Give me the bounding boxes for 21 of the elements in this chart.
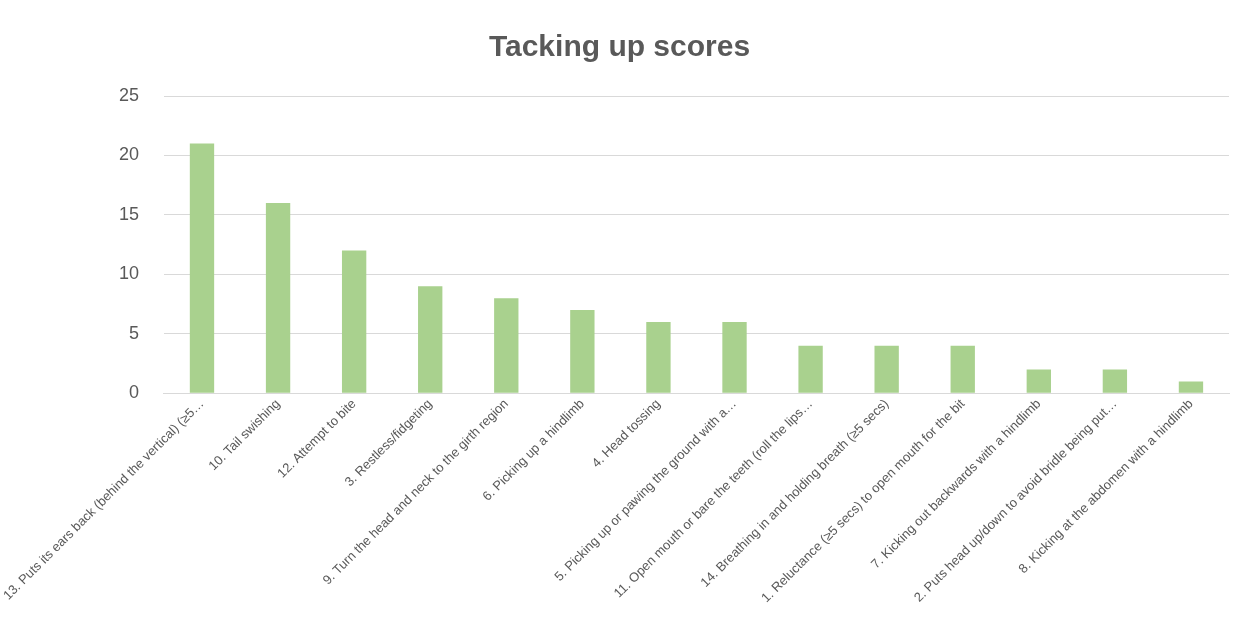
bar: [418, 286, 443, 393]
bar: [722, 321, 747, 393]
bar: [265, 203, 291, 393]
y-tick-label: 5: [128, 322, 139, 343]
y-tick-label: 15: [118, 203, 139, 224]
bar: [570, 310, 595, 393]
bar: [1178, 381, 1204, 393]
chart-title: Tacking up scores: [488, 29, 751, 63]
bar: [1102, 369, 1128, 393]
bar: [341, 250, 367, 393]
bar: [798, 345, 823, 393]
bar: [494, 298, 519, 393]
y-tick-label: 25: [118, 84, 139, 105]
y-tick-label: 10: [118, 263, 139, 284]
bar: [1026, 369, 1051, 393]
bar: [189, 143, 215, 393]
y-tick-label: 20: [118, 144, 139, 165]
bar: [874, 345, 899, 393]
bar: [646, 321, 671, 393]
bar: [950, 345, 975, 393]
y-tick-label: 0: [128, 382, 139, 403]
